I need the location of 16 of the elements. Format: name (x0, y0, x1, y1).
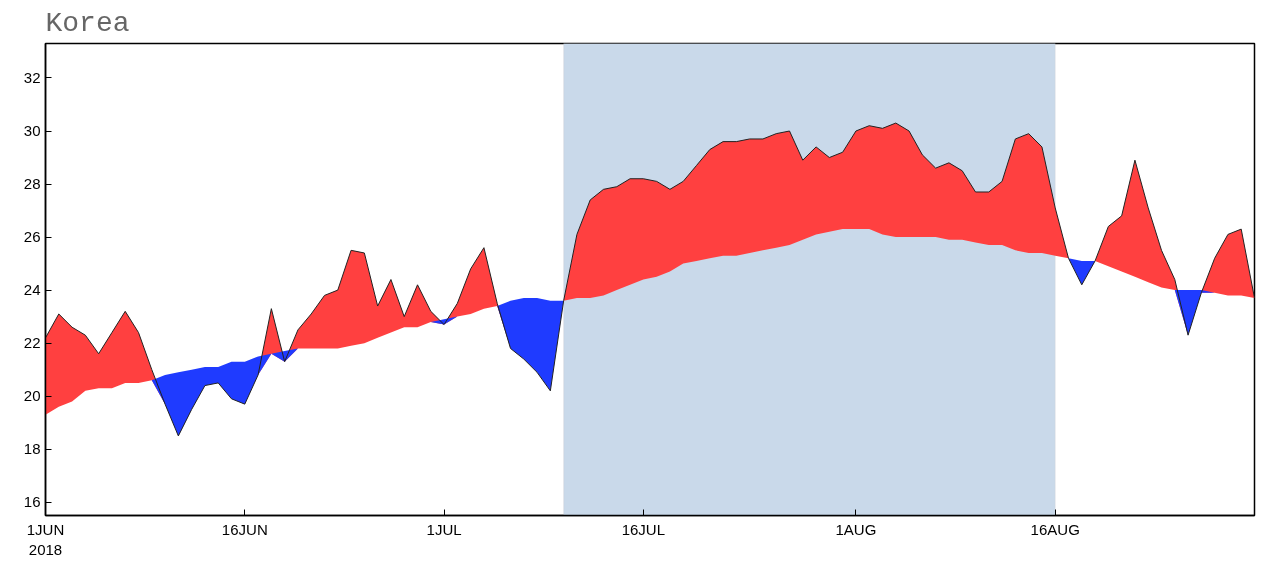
y-tick-label: 20 (23, 387, 41, 405)
x-tick-label: 1JUN 2018 (26, 520, 65, 558)
x-tick-label: 1AUG (835, 520, 877, 538)
x-tick-label: 16AUG (1030, 520, 1080, 538)
x-tick-label: 16JUN (221, 520, 268, 538)
y-tick-label: 16 (23, 493, 41, 511)
x-tick-label: 16JUL (621, 520, 666, 538)
y-tick-label: 32 (23, 68, 41, 86)
y-tick-label: 26 (23, 228, 41, 246)
y-tick-label: 18 (23, 440, 41, 458)
y-tick-label: 30 (23, 122, 41, 140)
y-tick-label: 22 (23, 334, 41, 352)
y-tick-label: 24 (23, 281, 41, 299)
chart-title: Korea (45, 7, 130, 39)
y-tick-label: 28 (23, 175, 41, 193)
x-tick-label: 1JUL (426, 520, 462, 538)
